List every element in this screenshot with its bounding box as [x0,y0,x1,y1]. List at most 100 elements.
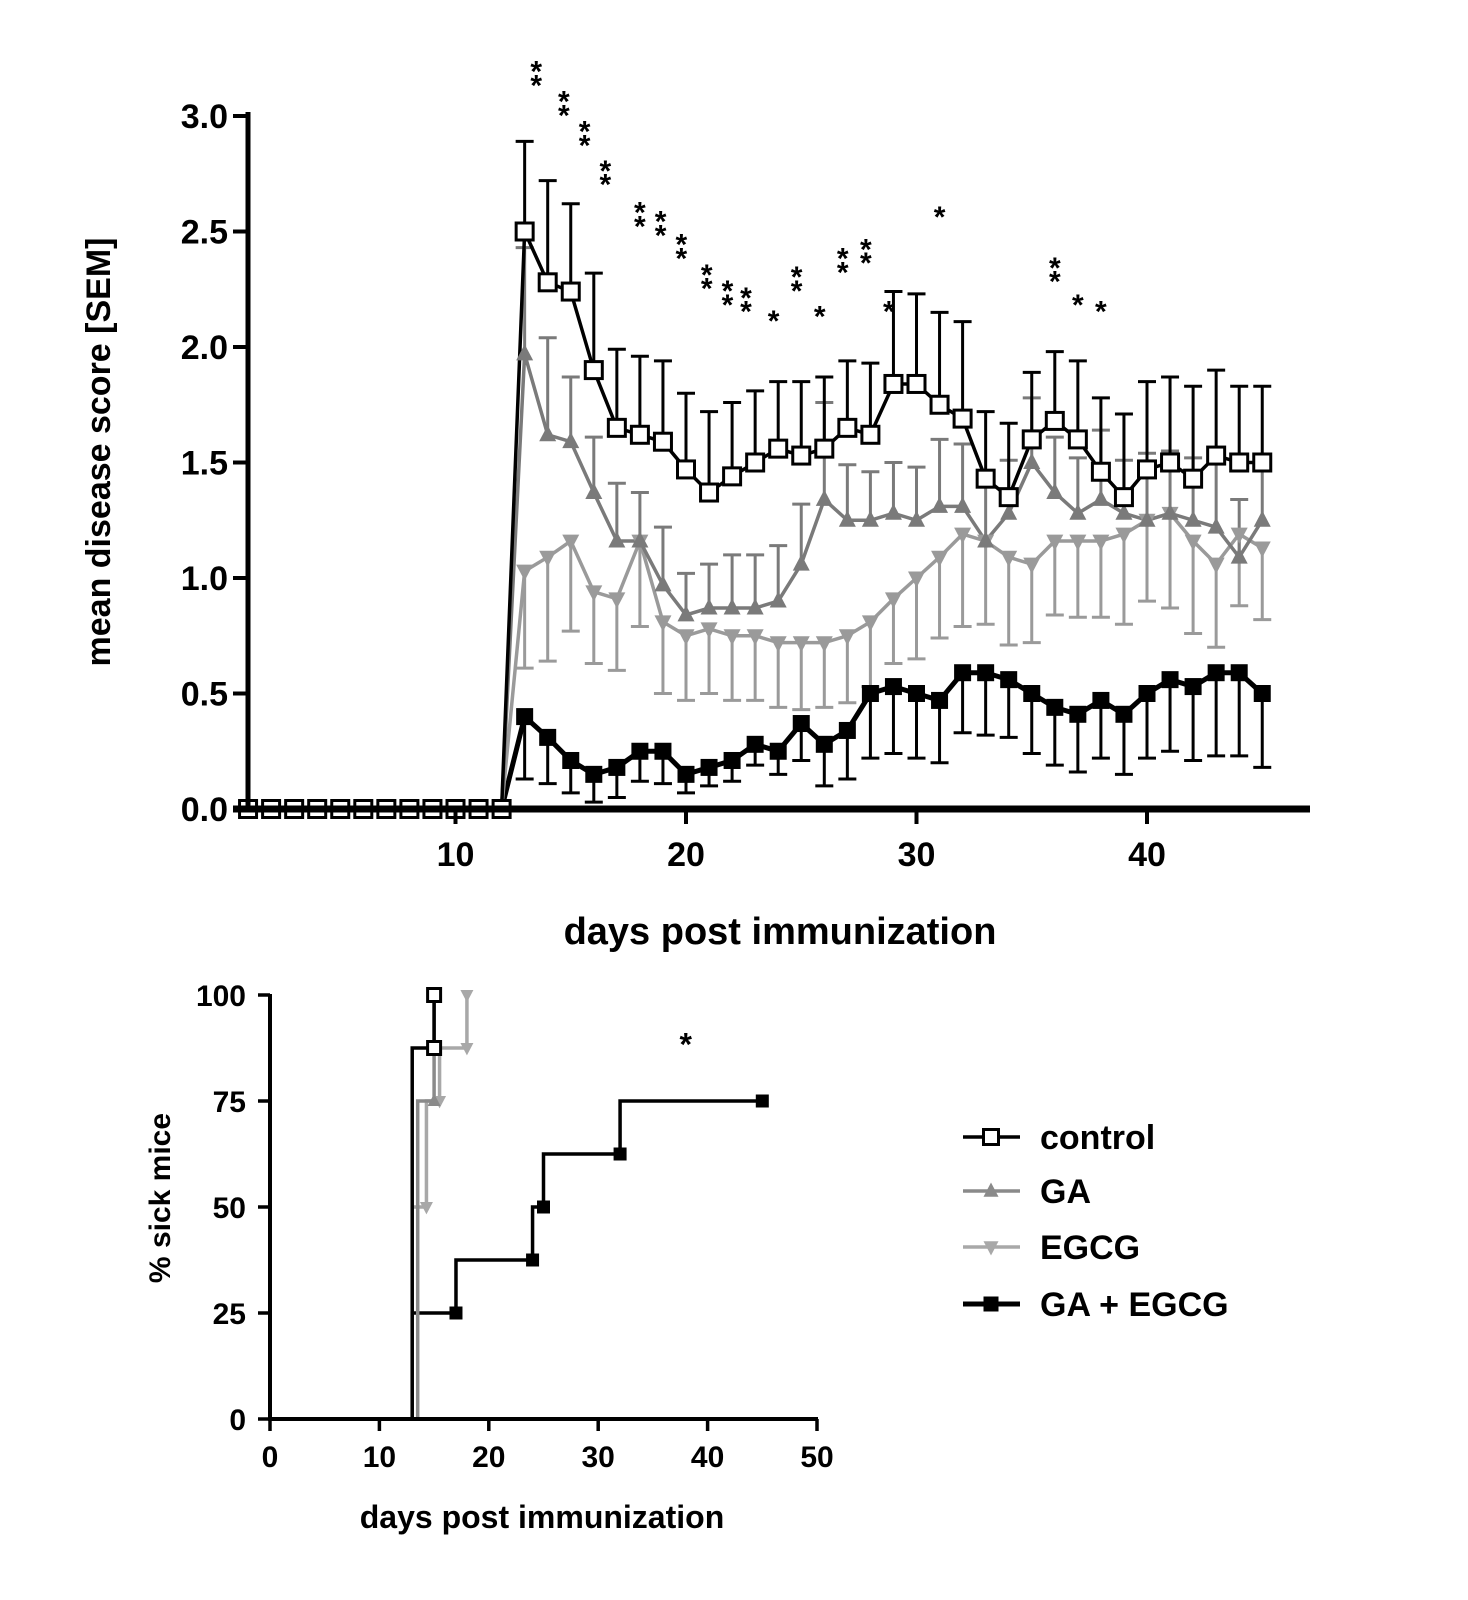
data-point [769,591,787,608]
y-tick-label: 75 [213,1086,246,1119]
y-tick-label: 0.0 [181,791,228,829]
data-point [1044,410,1065,431]
significance-star: * [1049,266,1061,299]
significance-annotations: * [679,1027,692,1063]
data-point [539,550,557,567]
series-markers [238,221,1273,819]
data-point [768,438,789,459]
legend-item: EGCG [963,1229,1140,1267]
data-point [537,272,558,293]
legend-item: GA + EGCG [963,1286,1229,1324]
significance-star: * [558,86,570,119]
data-point [861,685,879,702]
data-point [1230,664,1248,682]
significance-star: * [655,206,667,239]
significance-star: * [579,129,591,162]
legend-label: GA [1040,1173,1091,1211]
data-point [954,664,972,682]
data-point [700,622,718,639]
data-point [929,394,950,415]
significance-star: * [530,55,542,88]
step-line-control [410,995,436,1419]
significance-star: * [837,243,849,276]
error-bars [515,139,1272,804]
series-steps [410,995,763,1419]
data-point [1253,510,1271,527]
data-point [562,751,580,769]
data-point [1023,557,1041,574]
data-point [426,987,443,1003]
data-point [998,487,1019,508]
data-point [631,531,649,548]
data-point [1069,534,1087,551]
data-point [815,735,833,753]
data-point [954,527,972,544]
significance-star: * [558,99,570,132]
significance-star: * [768,305,780,338]
data-point [1207,557,1225,574]
data-point [861,615,879,632]
data-point [1046,698,1064,716]
data-point [952,408,973,429]
data-point [516,564,534,581]
data-point [746,735,764,753]
y-axis-label: % sick mice [144,1113,177,1283]
data-point [460,1043,474,1056]
significance-star: * [599,169,611,202]
x-tick-label: 0 [262,1441,279,1474]
significance-star: * [934,201,946,234]
data-point [861,510,879,527]
data-point [1160,452,1181,473]
data-point [1115,527,1133,544]
data-point [814,438,835,459]
data-point [1069,705,1087,723]
data-point [516,708,534,726]
legend-label: control [1040,1119,1155,1157]
data-point [652,431,673,452]
data-point [1253,685,1271,702]
data-point [746,629,764,646]
data-point [585,482,603,499]
data-point [1252,452,1273,473]
y-tick-label: 3.0 [181,98,228,136]
significance-star: * [814,300,826,333]
x-tick-label: 20 [472,1441,505,1474]
data-point [906,373,927,394]
data-point [608,531,626,548]
data-point [1113,487,1134,508]
significance-star: * [722,289,734,322]
data-point [1230,547,1248,564]
y-tick-label: 1.5 [181,445,228,483]
data-point [931,691,949,709]
data-point [427,1093,441,1106]
sick-mice-chart: * 0 25 50 75 100 0 10 20 30 40 50 % sick mice days… [144,980,834,1535]
step-line-egcg [410,995,469,1419]
data-point [1183,468,1204,489]
data-point [613,1147,627,1161]
data-point [1069,503,1087,520]
data-point [755,1094,769,1108]
data-point [654,742,672,760]
x-tick-label: 40 [691,1441,724,1474]
data-point [792,554,810,571]
disease-score-chart: ** ** ****** ** ** ** ** ** ************* * 0.00.… [80,55,1310,953]
data-point [677,629,695,646]
significance-star: * [634,210,646,243]
data-point [1184,510,1202,527]
y-tick-label: 100 [196,980,246,1013]
significance-star: * [530,69,542,102]
data-point [676,459,696,480]
y-axis-label: mean disease score [SEM] [80,238,118,667]
data-point [1046,482,1064,499]
data-point [908,571,925,588]
data-point [1090,461,1111,482]
x-tick-label: 20 [667,836,705,874]
data-point [629,424,650,445]
data-point [908,510,925,527]
significance-annotations: ** ** ****** ** ** ** ** ** ************* * [530,55,1107,337]
significance-star: * [740,282,752,315]
data-point [977,664,995,682]
significance-star: * [655,220,667,253]
data-point [1137,459,1157,480]
data-point [516,344,534,361]
